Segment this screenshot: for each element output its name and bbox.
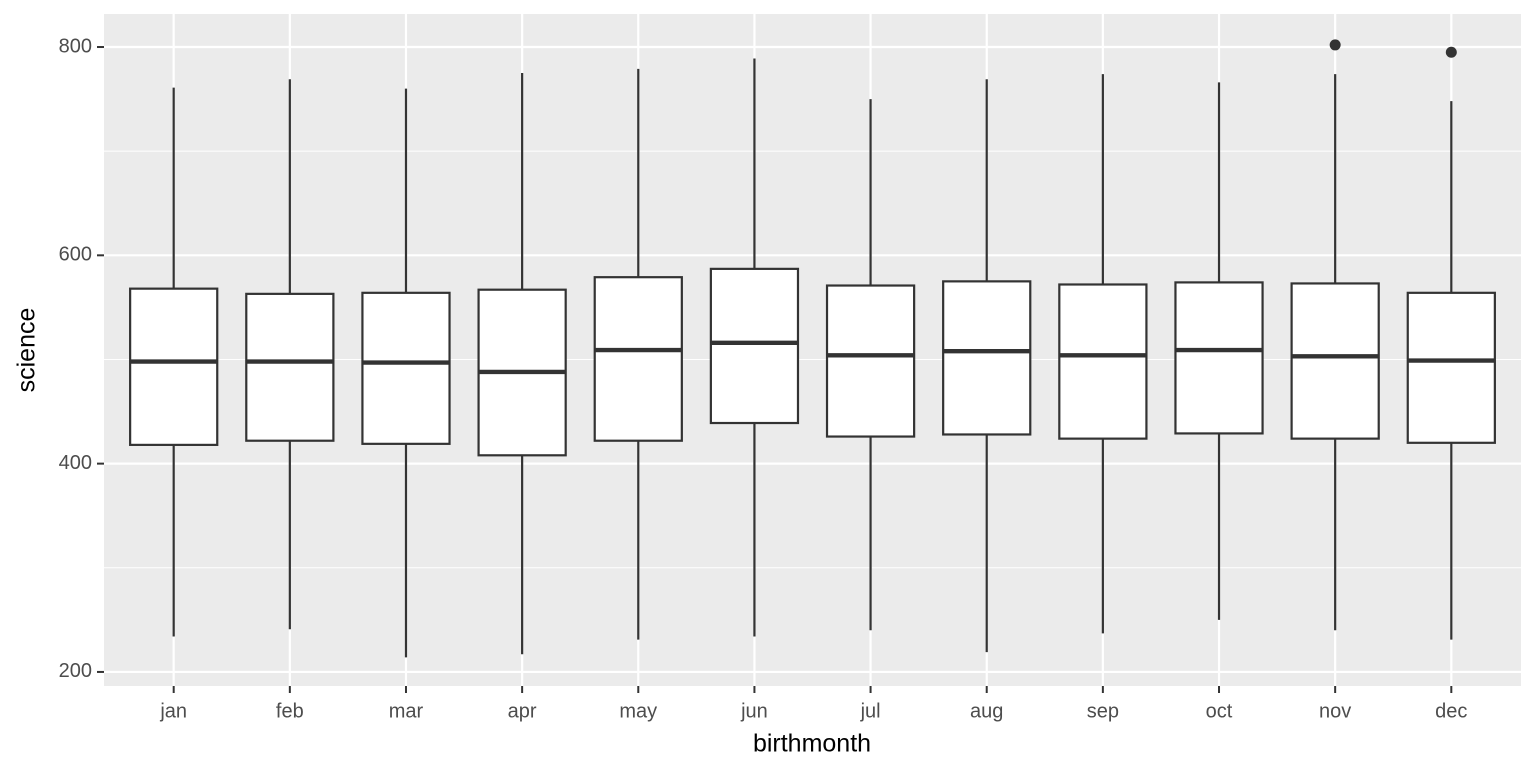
- panel: [104, 14, 1521, 686]
- y-tick-label: 800: [59, 35, 92, 57]
- y-tick-label: 600: [59, 244, 92, 266]
- x-tick-label: dec: [1435, 700, 1467, 722]
- y-axis-title: science: [13, 308, 41, 393]
- box: [1058, 283, 1148, 440]
- box: [361, 291, 451, 445]
- box: [129, 287, 219, 446]
- box: [825, 284, 916, 438]
- x-tick-label: feb: [276, 700, 304, 722]
- box: [1406, 291, 1496, 444]
- x-tick-label: may: [619, 700, 657, 722]
- x-tick-label: aug: [970, 700, 1003, 722]
- y-tick-label: 200: [59, 660, 92, 682]
- outlier: [1445, 46, 1457, 58]
- x-tick-label: sep: [1087, 700, 1119, 722]
- box: [593, 276, 683, 442]
- box: [942, 280, 1032, 436]
- y-tick-label: 400: [59, 452, 92, 474]
- x-tick-label: nov: [1319, 700, 1351, 722]
- x-tick-label: jul: [860, 700, 881, 722]
- x-axis-title: birthmonth: [753, 730, 871, 758]
- x-tick-label: mar: [389, 700, 424, 722]
- box: [245, 292, 335, 442]
- x-tick-label: jun: [740, 700, 768, 722]
- box: [1174, 281, 1264, 435]
- box: [709, 267, 800, 425]
- x-tick-label: jan: [159, 700, 187, 722]
- x-tick-label: apr: [508, 700, 537, 722]
- outlier: [1329, 39, 1341, 51]
- x-tick-label: oct: [1206, 700, 1233, 722]
- box: [1290, 282, 1380, 440]
